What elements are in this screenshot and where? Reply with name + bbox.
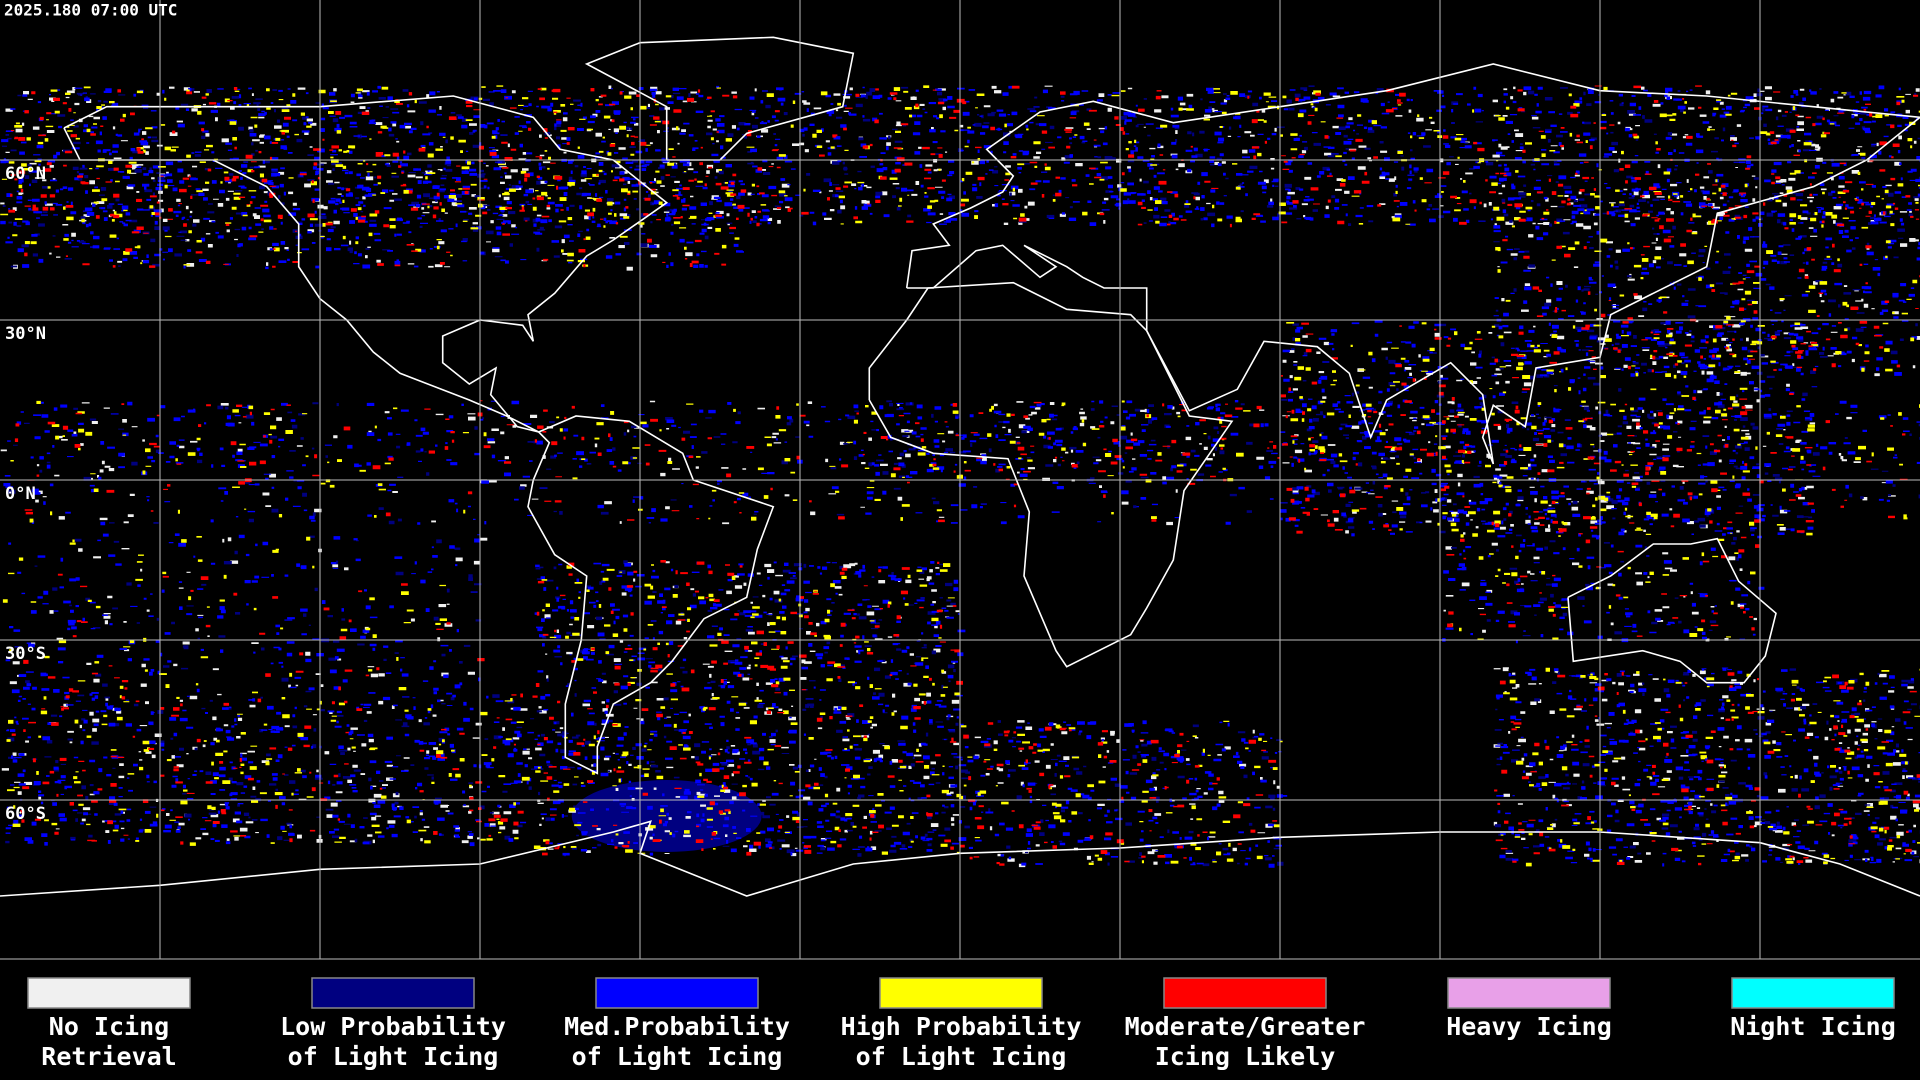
legend-swatch — [595, 977, 759, 1009]
legend-label: of Light Icing — [288, 1042, 499, 1071]
legend-label: Heavy Icing — [1446, 1012, 1612, 1041]
lat-labels: 60°N 30°N 0°N 30°S 60°S — [5, 164, 46, 824]
legend-swatch — [1731, 977, 1895, 1009]
legend-label: Retrieval — [41, 1042, 176, 1071]
lat-label: 60°N — [5, 164, 46, 184]
lat-label: 30°S — [5, 644, 46, 664]
legend-label: Night Icing — [1730, 1012, 1896, 1041]
lat-label: 60°S — [5, 804, 46, 824]
solid-patch — [571, 780, 762, 852]
coastlines — [0, 36, 1920, 897]
legend-label: No Icing — [49, 1012, 169, 1041]
lat-label: 0°N — [5, 484, 36, 504]
graticule — [0, 0, 1920, 959]
lat-label: 30°N — [5, 324, 46, 344]
legend-label: of Light Icing — [856, 1042, 1067, 1071]
timestamp: 2025.180 07:00 UTC — [4, 1, 177, 20]
coastline — [63, 95, 669, 433]
coastline — [905, 63, 1920, 465]
legend-label: Med.Probability — [564, 1012, 790, 1041]
legend-swatch — [27, 977, 191, 1009]
legend-label: High Probability — [841, 1012, 1082, 1041]
legend-label: of Light Icing — [572, 1042, 783, 1071]
coastline — [527, 415, 775, 775]
coastline — [584, 36, 855, 161]
legend-swatch — [1447, 977, 1611, 1009]
legend-swatch — [311, 977, 475, 1009]
legend-swatch — [1163, 977, 1327, 1009]
coastline — [0, 820, 1920, 897]
legend-label: Icing Likely — [1155, 1042, 1336, 1071]
coastline — [1567, 537, 1777, 684]
coastline — [868, 281, 1234, 668]
legend-swatch — [879, 977, 1043, 1009]
legend-label: Low Probability — [280, 1012, 506, 1041]
icing-pixels — [2, 85, 1920, 867]
legend-label: Moderate/Greater — [1125, 1012, 1366, 1041]
